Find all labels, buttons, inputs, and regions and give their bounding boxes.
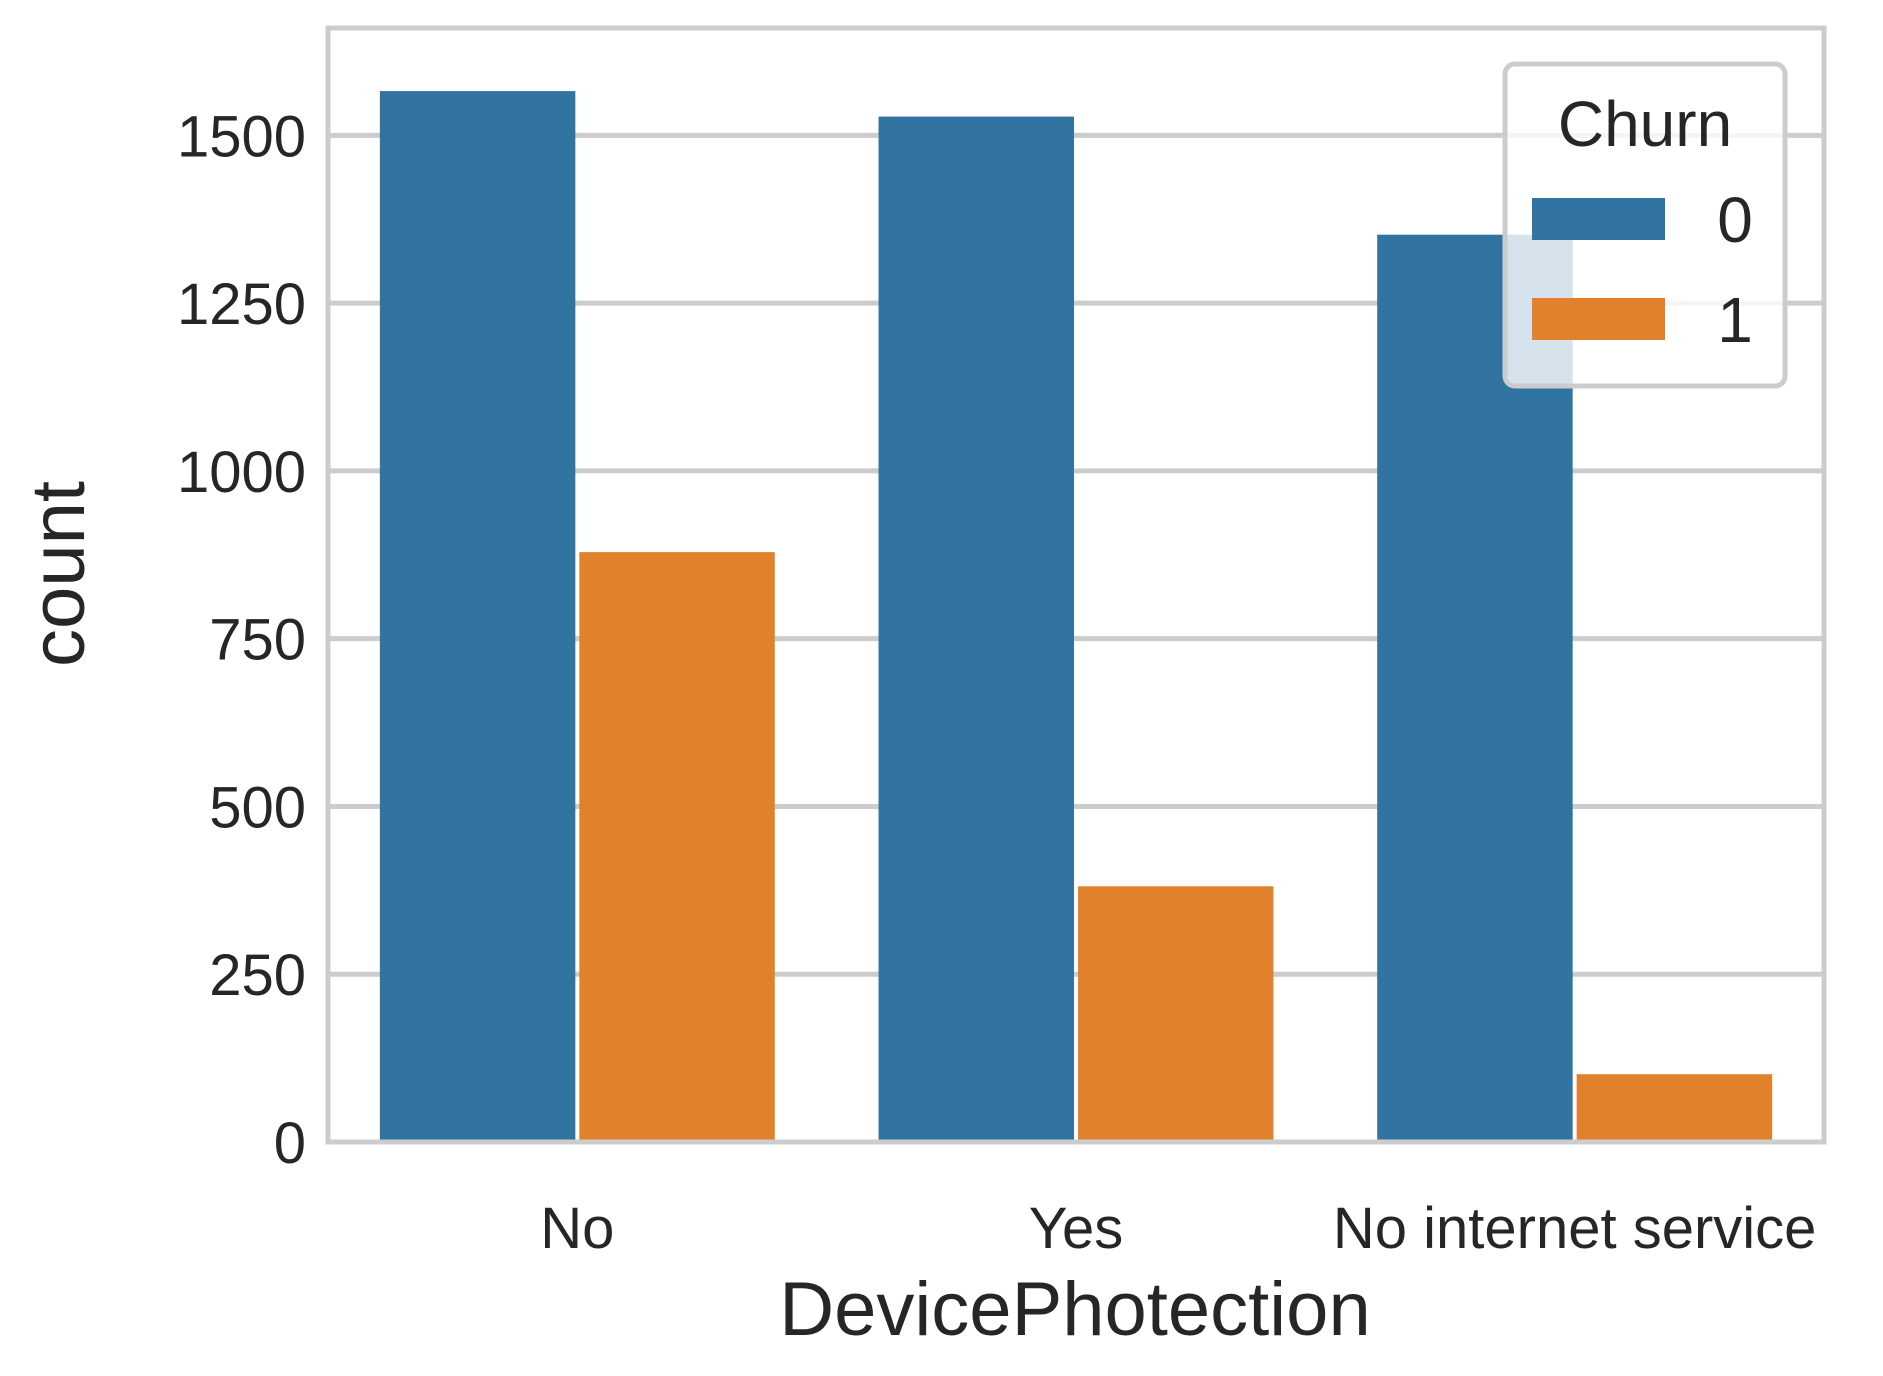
x-tick-label-no-internet-service: No internet service xyxy=(1333,1196,1817,1261)
y-tick-label-500: 500 xyxy=(209,775,306,840)
bar-yes-churn-0 xyxy=(878,116,1074,1142)
bar-no-churn-0 xyxy=(379,91,576,1143)
y-tick-label-1500: 1500 xyxy=(177,104,306,169)
legend-title: Churn xyxy=(1558,88,1732,160)
plot-frame xyxy=(325,25,1827,1145)
grid-lines xyxy=(328,132,1824,977)
bar-no-internet-service-churn-1 xyxy=(1576,1074,1773,1142)
legend-swatch-1 xyxy=(1532,298,1665,340)
x-tick-label-no: No xyxy=(540,1196,614,1261)
bars xyxy=(379,91,1773,1143)
legend-swatch-0 xyxy=(1532,198,1665,240)
x-tick-label-yes: Yes xyxy=(1029,1196,1124,1261)
y-tick-label-0: 0 xyxy=(274,1111,306,1176)
legend: Churn 0 1 xyxy=(1502,61,1788,389)
tick-labels: 0 250 500 750 1000 1250 1500 No Yes No internet s… xyxy=(177,104,1816,1261)
y-tick-label-1000: 1000 xyxy=(177,440,306,505)
x-axis-label: DevicePhotection xyxy=(779,1267,1370,1352)
y-axis-label: count xyxy=(16,481,101,667)
legend-label-0: 0 xyxy=(1717,184,1753,256)
legend-label-1: 1 xyxy=(1717,284,1753,356)
y-tick-label-250: 250 xyxy=(209,943,306,1008)
bar-no-churn-1 xyxy=(579,552,775,1142)
y-tick-label-750: 750 xyxy=(209,608,306,673)
axes xyxy=(325,25,1827,1145)
bar-yes-churn-1 xyxy=(1078,886,1274,1142)
y-tick-label-1250: 1250 xyxy=(177,272,306,337)
